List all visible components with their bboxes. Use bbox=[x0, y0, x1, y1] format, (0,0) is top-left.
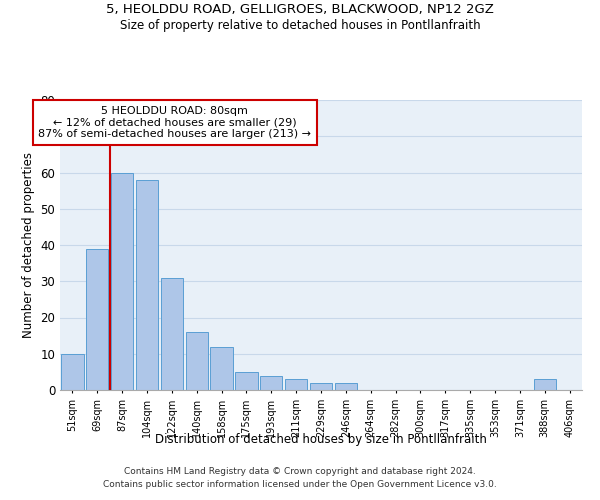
Bar bbox=[335, 383, 357, 390]
Bar bbox=[285, 379, 307, 390]
Bar bbox=[136, 180, 158, 390]
Bar bbox=[86, 248, 109, 390]
Bar bbox=[185, 332, 208, 390]
Text: Size of property relative to detached houses in Pontllanfraith: Size of property relative to detached ho… bbox=[119, 19, 481, 32]
Bar bbox=[161, 278, 183, 390]
Bar bbox=[111, 172, 133, 390]
Bar bbox=[61, 354, 83, 390]
Bar bbox=[260, 376, 283, 390]
Y-axis label: Number of detached properties: Number of detached properties bbox=[22, 152, 35, 338]
Text: Distribution of detached houses by size in Pontllanfraith: Distribution of detached houses by size … bbox=[155, 432, 487, 446]
Bar bbox=[211, 346, 233, 390]
Bar bbox=[235, 372, 257, 390]
Text: 5 HEOLDDU ROAD: 80sqm
← 12% of detached houses are smaller (29)
87% of semi-deta: 5 HEOLDDU ROAD: 80sqm ← 12% of detached … bbox=[38, 106, 311, 139]
Bar bbox=[533, 379, 556, 390]
Text: Contains public sector information licensed under the Open Government Licence v3: Contains public sector information licen… bbox=[103, 480, 497, 489]
Bar bbox=[310, 383, 332, 390]
Text: Contains HM Land Registry data © Crown copyright and database right 2024.: Contains HM Land Registry data © Crown c… bbox=[124, 468, 476, 476]
Text: 5, HEOLDDU ROAD, GELLIGROES, BLACKWOOD, NP12 2GZ: 5, HEOLDDU ROAD, GELLIGROES, BLACKWOOD, … bbox=[106, 2, 494, 16]
